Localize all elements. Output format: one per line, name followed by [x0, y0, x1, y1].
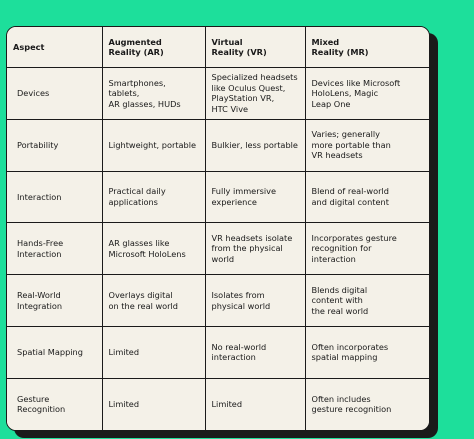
row-aspect: Hands-Free Interaction [7, 222, 103, 276]
table-header-row: Aspect Augmented Reality (AR) Virtual Re… [7, 27, 429, 68]
table-row: Hands-Free Interaction AR glasses like M… [7, 222, 429, 276]
row-aspect: Gesture Recognition [7, 377, 103, 430]
table-row: Devices Smartphones, tablets, AR glasses… [7, 67, 429, 120]
ar-cell: Lightweight, portable [101, 118, 206, 172]
table-row: Portability Lightweight, portable Bulkie… [7, 118, 429, 172]
comparison-table: Aspect Augmented Reality (AR) Virtual Re… [7, 27, 429, 430]
mr-cell: Blend of real-world and digital content [304, 170, 429, 224]
mr-cell: Often includes gesture recognition [304, 377, 429, 430]
vr-cell: Bulkier, less portable [204, 118, 306, 172]
row-aspect: Portability [7, 118, 103, 172]
header-mr: Mixed Reality (MR) [304, 27, 429, 68]
header-aspect: Aspect [7, 27, 103, 68]
vr-cell: Isolates from physical world [204, 274, 306, 327]
table-row: Spatial Mapping Limited No real-world in… [7, 325, 429, 379]
mr-cell: Varies; generally more portable than VR … [304, 118, 429, 172]
vr-cell: Limited [204, 377, 306, 430]
ar-cell: Smartphones, tablets, AR glasses, HUDs [101, 67, 206, 120]
row-aspect: Real-World Integration [7, 274, 103, 327]
row-aspect: Devices [7, 67, 103, 120]
mr-cell: Devices like Microsoft HoloLens, Magic L… [304, 67, 429, 120]
mr-cell: Blends digital content with the real wor… [304, 274, 429, 327]
mr-cell: Often incorporates spatial mapping [304, 325, 429, 379]
table-row: Real-World Integration Overlays digital … [7, 274, 429, 327]
table-row: Gesture Recognition Limited Limited Ofte… [7, 377, 429, 430]
vr-cell: No real-world interaction [204, 325, 306, 379]
comparison-table-card: Aspect Augmented Reality (AR) Virtual Re… [6, 26, 430, 431]
ar-cell: Practical daily applications [101, 170, 206, 224]
ar-cell: AR glasses like Microsoft HoloLens [101, 222, 206, 276]
header-vr: Virtual Reality (VR) [204, 27, 306, 68]
ar-cell: Overlays digital on the real world [101, 274, 206, 327]
ar-cell: Limited [101, 377, 206, 430]
ar-cell: Limited [101, 325, 206, 379]
vr-cell: Fully immersive experience [204, 170, 306, 224]
row-aspect: Interaction [7, 170, 103, 224]
header-ar: Augmented Reality (AR) [101, 27, 206, 68]
row-aspect: Spatial Mapping [7, 325, 103, 379]
vr-cell: Specialized headsets like Oculus Quest, … [204, 67, 306, 120]
mr-cell: Incorporates gesture recognition for int… [304, 222, 429, 276]
vr-cell: VR headsets isolate from the physical wo… [204, 222, 306, 276]
table-row: Interaction Practical daily applications… [7, 170, 429, 224]
